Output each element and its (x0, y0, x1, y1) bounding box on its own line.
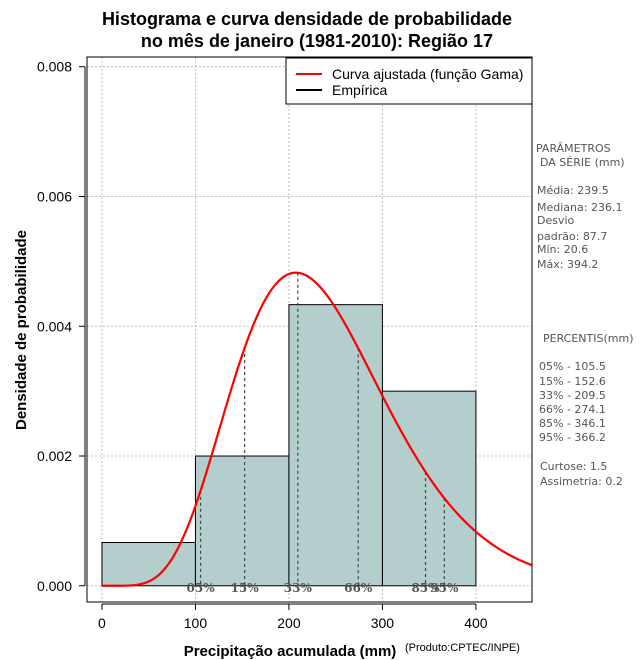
legend-label-curve: Curva ajustada (função Gama) (332, 66, 523, 82)
percentile-label-1: 15% (231, 581, 260, 595)
y-tick-label-1: 0.002 (37, 448, 72, 464)
legend-label-empirical: Empírica (332, 82, 387, 98)
stat-curtose: Curtose: 1.5 (540, 460, 607, 473)
param-median: Mediana: 236.1 (537, 201, 622, 214)
histogram-bar-1 (194, 455, 290, 587)
param-max: Máx: 394.2 (537, 258, 598, 271)
percentis-title: PERCENTIS(mm) (543, 332, 634, 345)
param-min: Mín: 20.6 (537, 243, 588, 256)
percentil-05: 05% - 105.5 (539, 360, 606, 373)
x-tick-label-0: 0 (98, 615, 106, 631)
axes: 0 100 200 300 400 0.000 0.002 0.004 0.006 0.008 (37, 59, 488, 631)
credit-label: (Produto:CPTEC/INPE) (405, 642, 520, 654)
percentile-label-0: 05% (187, 581, 216, 595)
percentil-15: 15% - 152.6 (539, 375, 606, 388)
histogram-bars (101, 304, 477, 587)
chart-title-line1: Histograma e curva densidade de probabil… (102, 9, 512, 29)
percentile-labels: 05% 15% 33% 66% 85%95% (187, 581, 459, 595)
x-tick-label-3: 300 (371, 615, 395, 631)
gamma-curve (101, 271, 533, 587)
percentil-95: 95% - 366.2 (539, 431, 606, 444)
histogram-bar-0 (101, 542, 196, 587)
x-tick-label-4: 400 (464, 615, 488, 631)
params-title-1: PARÂMETROS (536, 142, 611, 155)
y-tick-label-3: 0.006 (37, 188, 72, 204)
param-sd-1: Desvio (537, 214, 575, 227)
percentil-85: 85% - 346.1 (539, 417, 606, 430)
y-tick-label-0: 0.000 (37, 578, 72, 594)
x-tick-label-1: 100 (184, 615, 208, 631)
param-mean: Média: 239.5 (537, 184, 609, 197)
percentile-label-2: 33% (284, 581, 313, 595)
y-axis-label: Densidade de probabilidade (13, 230, 30, 430)
param-sd-2: padrão: 87.7 (537, 230, 607, 243)
x-tick-label-2: 200 (277, 615, 301, 631)
chart-title-line2: no mês de janeiro (1981-2010): Região 17 (141, 31, 493, 51)
percentile-label-3: 66% (344, 581, 373, 595)
side-panel: PARÂMETROS DA SÉRIE (mm) Média: 239.5 Me… (536, 142, 634, 488)
legend-box (285, 57, 533, 105)
percentile-label-4: 85% (411, 581, 440, 595)
x-axis-label: Precipitação acumulada (mm) (184, 643, 397, 660)
plot-frame (86, 56, 533, 603)
y-tick-label-2: 0.004 (37, 318, 72, 334)
stat-assimetria: Assimetria: 0.2 (540, 475, 623, 488)
y-tick-label-4: 0.008 (37, 59, 72, 75)
percentile-label-5: 95% (430, 581, 459, 595)
percentile-lines (199, 272, 445, 586)
params-title-2: DA SÉRIE (mm) (540, 156, 625, 169)
percentil-33: 33% - 209.5 (539, 389, 606, 402)
gamma-curve-line (101, 271, 533, 587)
legend: Curva ajustada (função Gama) Empírica (285, 57, 533, 105)
percentil-66: 66% - 274.1 (539, 403, 606, 416)
histogram-bar-2 (288, 304, 383, 587)
